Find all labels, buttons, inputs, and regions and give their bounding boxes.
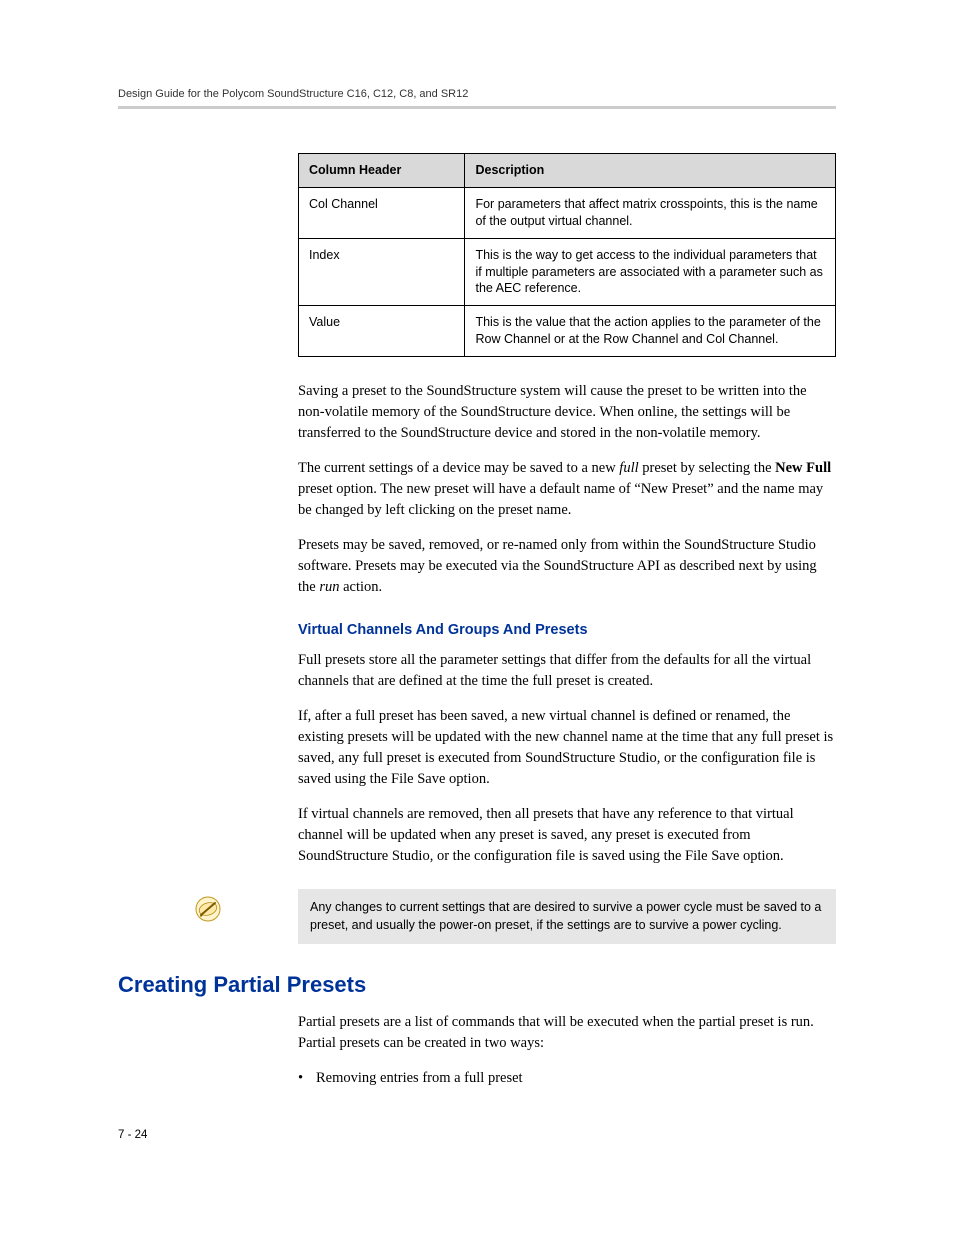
document-page: Design Guide for the Polycom SoundStruct… (0, 0, 954, 1201)
note-callout: Any changes to current settings that are… (118, 889, 836, 944)
body-paragraph: If virtual channels are removed, then al… (298, 804, 836, 867)
body-paragraph: The current settings of a device may be … (298, 458, 836, 521)
header-rule (118, 106, 836, 109)
text-run: The current settings of a device may be … (298, 460, 619, 476)
body-paragraph: If, after a full preset has been saved, … (298, 706, 836, 790)
bullet-list: Removing entries from a full preset (298, 1068, 836, 1089)
bold-text: New Full (775, 460, 831, 476)
italic-text: run (319, 579, 339, 595)
table-row: Value This is the value that the action … (299, 306, 836, 357)
table-cell: Value (299, 306, 465, 357)
text-run: preset by selecting the (639, 460, 776, 476)
table-header-cell: Description (465, 154, 836, 188)
table-header-row: Column Header Description (299, 154, 836, 188)
table-row: Index This is the way to get access to t… (299, 238, 836, 306)
table-row: Col Channel For parameters that affect m… (299, 187, 836, 238)
text-run: preset option. The new preset will have … (298, 481, 823, 518)
running-header: Design Guide for the Polycom SoundStruct… (118, 88, 836, 117)
page-number: 7 - 24 (118, 1129, 836, 1141)
table-cell: This is the value that the action applie… (465, 306, 836, 357)
list-item: Removing entries from a full preset (316, 1068, 836, 1089)
note-icon-cell (118, 889, 298, 923)
text-run: action. (340, 579, 383, 595)
main-content-column: Column Header Description Col Channel Fo… (298, 153, 836, 1089)
parameter-table: Column Header Description Col Channel Fo… (298, 153, 836, 357)
subheading: Virtual Channels And Groups And Presets (298, 622, 836, 638)
italic-text: full (619, 460, 638, 476)
section-heading: Creating Partial Presets (118, 972, 836, 998)
note-box: Any changes to current settings that are… (298, 889, 836, 944)
body-paragraph: Partial presets are a list of commands t… (298, 1012, 836, 1054)
table-cell: Col Channel (299, 187, 465, 238)
table-cell: Index (299, 238, 465, 306)
table-cell: For parameters that affect matrix crossp… (465, 187, 836, 238)
table-cell: This is the way to get access to the ind… (465, 238, 836, 306)
body-paragraph: Full presets store all the parameter set… (298, 650, 836, 692)
body-paragraph: Presets may be saved, removed, or re-nam… (298, 535, 836, 598)
running-title-text: Design Guide for the Polycom SoundStruct… (118, 88, 468, 100)
body-paragraph: Saving a preset to the SoundStructure sy… (298, 381, 836, 444)
note-icon (194, 895, 222, 923)
section-heading-row: Creating Partial Presets (118, 972, 836, 998)
table-header-cell: Column Header (299, 154, 465, 188)
